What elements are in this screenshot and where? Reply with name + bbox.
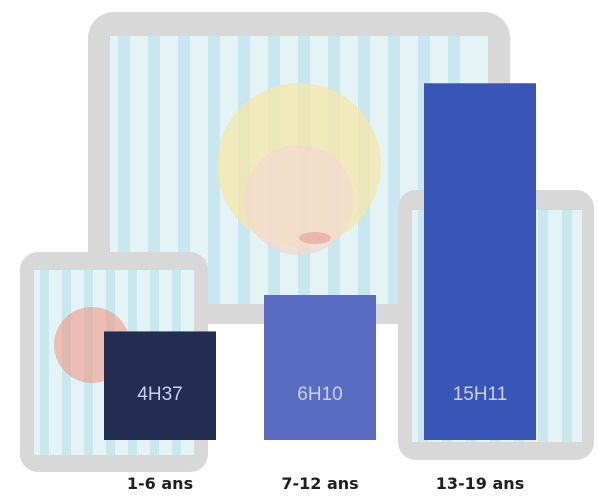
child-face-shape	[244, 145, 354, 255]
screen-bar-stripe	[562, 210, 572, 442]
child-mouth-shape	[299, 232, 331, 244]
bar-value-label: 6H10	[297, 384, 342, 405]
screen-bar-stripe	[40, 270, 49, 455]
bar-3	[424, 83, 536, 441]
bar-value-label: 4H37	[137, 384, 182, 405]
screen-bar-stripe	[418, 210, 428, 442]
bar-2	[264, 295, 376, 440]
category-labels-group: 1-6 ans 7-12 ans 13-19 ans	[127, 474, 524, 493]
screen-bar-stripe	[388, 36, 400, 304]
screen-bar-stripe	[208, 36, 220, 304]
bar-value-label: 15H11	[453, 384, 508, 405]
screen-bar-stripe	[118, 36, 130, 304]
category-label: 1-6 ans	[127, 474, 193, 493]
category-label: 7-12 ans	[281, 474, 358, 493]
screen-bar-stripe	[178, 36, 190, 304]
screen-bar-stripe	[148, 36, 160, 304]
bars-group: 4H37 6H10 15H11	[104, 83, 536, 441]
bar-1	[104, 331, 216, 440]
category-label: 13-19 ans	[436, 474, 524, 493]
screen-bar-stripe	[538, 210, 548, 442]
